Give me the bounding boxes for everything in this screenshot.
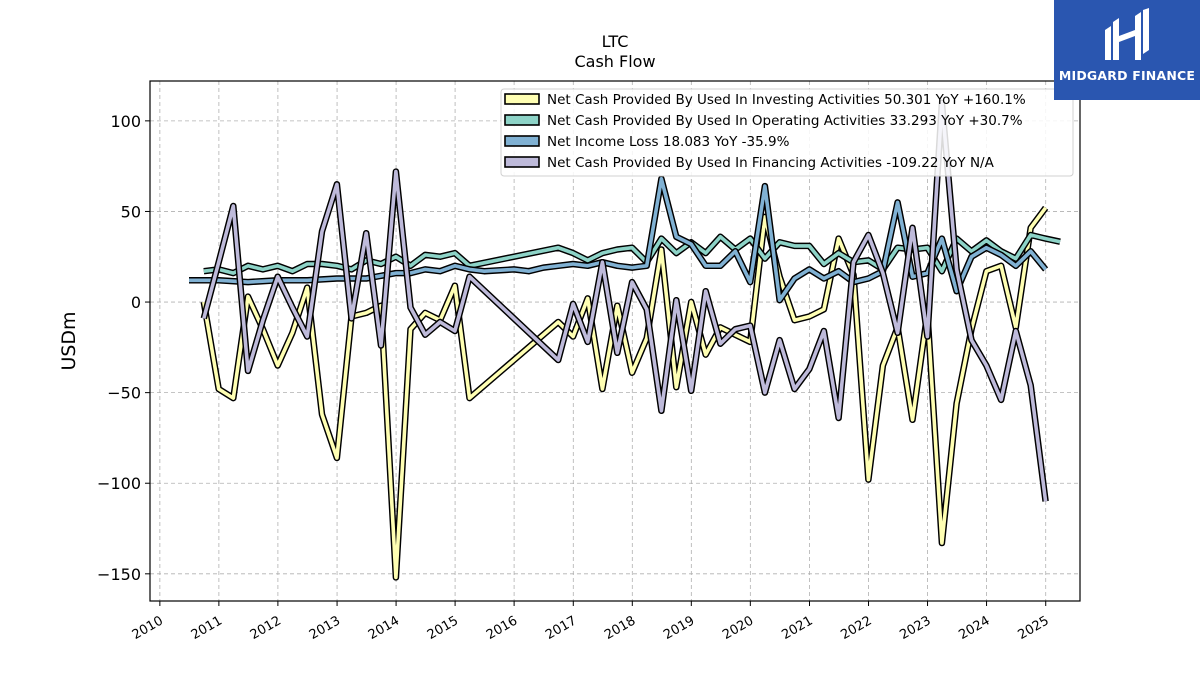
legend-item: Net Income Loss 18.083 YoY -35.9% xyxy=(504,134,790,150)
y-axis-label: USDm xyxy=(58,311,80,370)
series-stroke xyxy=(202,206,1048,580)
legend-item: Net Cash Provided By Used In Operating A… xyxy=(504,113,1023,129)
x-tick-label: 2013 xyxy=(307,613,343,643)
x-tick-label: 2019 xyxy=(661,613,697,643)
series-line-1 xyxy=(200,205,1049,581)
x-tick-label: 2025 xyxy=(1016,613,1052,643)
x-tick-label: 2021 xyxy=(779,613,815,643)
x-tick-label: 2012 xyxy=(248,613,284,643)
series-line-4 xyxy=(200,99,1049,502)
x-tick-label: 2018 xyxy=(602,613,638,643)
y-tick-label: 50 xyxy=(121,202,141,221)
x-tick-label: 2016 xyxy=(484,613,520,643)
legend-swatch xyxy=(504,114,540,126)
legend-swatch xyxy=(504,156,540,168)
plot-area xyxy=(149,80,1081,602)
legend-item: Net Cash Provided By Used In Financing A… xyxy=(504,155,995,171)
midgard-finance-logo: MIDGARD FINANCE xyxy=(1054,0,1200,100)
y-tick-label: 0 xyxy=(131,293,141,312)
legend-label: Net Cash Provided By Used In Operating A… xyxy=(547,113,1023,129)
legend-label: Net Cash Provided By Used In Financing A… xyxy=(547,155,995,171)
legend: Net Cash Provided By Used In Investing A… xyxy=(500,88,1074,177)
x-tick-label: 2017 xyxy=(543,613,579,643)
legend-label: Net Income Loss 18.083 YoY -35.9% xyxy=(547,134,790,150)
x-tick-label: 2024 xyxy=(956,613,992,643)
x-tick-label: 2010 xyxy=(130,613,166,643)
x-tick-label: 2022 xyxy=(838,613,874,643)
x-tick-label: 2023 xyxy=(897,613,933,643)
legend-label: Net Cash Provided By Used In Investing A… xyxy=(547,92,1026,108)
legend-swatch xyxy=(504,93,540,105)
series-line-3 xyxy=(189,175,1049,304)
logo-mark-icon xyxy=(1105,8,1149,60)
series-stroke xyxy=(202,100,1048,502)
legend-swatch xyxy=(504,135,540,147)
x-tick-label: 2015 xyxy=(425,613,461,643)
y-tick-label: −100 xyxy=(97,474,141,493)
chart-title: LTC xyxy=(602,32,629,51)
series-stroke xyxy=(189,177,1047,303)
x-tick-label: 2011 xyxy=(189,613,225,643)
chart-subtitle: Cash Flow xyxy=(574,52,655,71)
x-tick-label: 2014 xyxy=(366,613,402,643)
series-lines xyxy=(189,99,1061,581)
y-tick-label: 100 xyxy=(110,112,141,131)
x-tick-label: 2020 xyxy=(720,613,756,643)
legend-item: Net Cash Provided By Used In Investing A… xyxy=(504,92,1026,108)
y-tick-label: −50 xyxy=(107,384,141,403)
legend-box xyxy=(500,88,1074,177)
y-tick-label: −150 xyxy=(97,565,141,584)
logo-text: MIDGARD FINANCE xyxy=(1058,68,1196,83)
